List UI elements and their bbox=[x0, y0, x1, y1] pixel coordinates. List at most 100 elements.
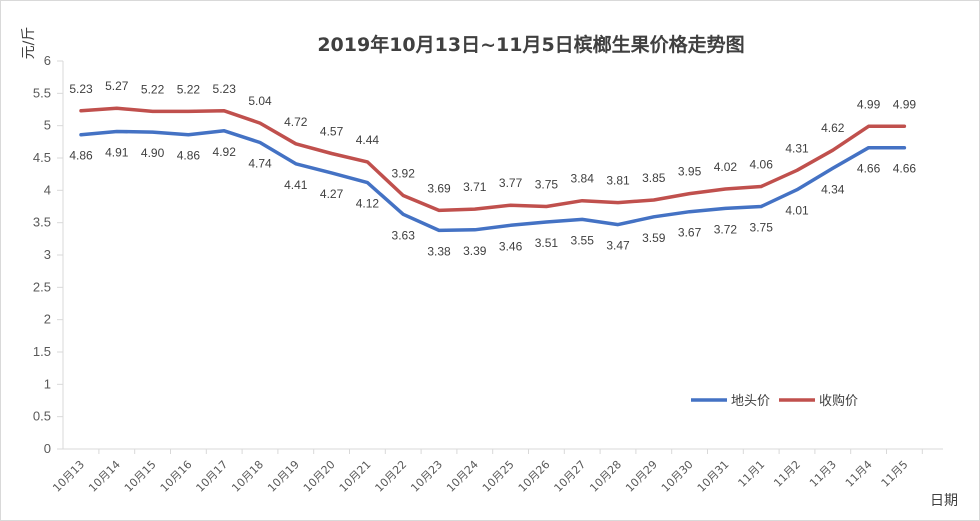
data-point bbox=[473, 228, 477, 232]
data-label: 4.34 bbox=[821, 182, 845, 196]
data-label: 4.02 bbox=[714, 160, 738, 174]
data-point bbox=[795, 188, 799, 192]
x-tick-label: 10月19 bbox=[265, 458, 302, 495]
legend: 地头价 收购价 bbox=[691, 393, 858, 409]
data-point bbox=[401, 212, 405, 216]
data-point bbox=[437, 208, 441, 212]
series-line bbox=[79, 106, 907, 213]
data-label: 3.95 bbox=[678, 165, 702, 179]
data-point bbox=[616, 201, 620, 205]
data-point bbox=[365, 160, 369, 164]
data-point bbox=[831, 148, 835, 152]
data-label: 4.99 bbox=[893, 97, 917, 111]
data-label: 3.85 bbox=[642, 171, 666, 185]
series-layer: 4.86 4.91 4.90 4.86 4.92 4.74 4.41 4.27 4.12 3.63… bbox=[69, 79, 916, 258]
y-tick-label: 5.5 bbox=[33, 85, 51, 100]
data-label: 3.67 bbox=[678, 226, 702, 240]
data-point bbox=[509, 203, 513, 207]
data-label: 3.84 bbox=[571, 172, 595, 186]
y-tick-label: 3.5 bbox=[33, 215, 51, 230]
data-point bbox=[186, 109, 190, 113]
series-line bbox=[79, 129, 907, 233]
x-tick-label: 10月31 bbox=[695, 458, 732, 495]
series-shougou: 5.23 5.27 5.22 5.22 5.23 5.04 4.72 4.57 4.44 3.92… bbox=[69, 79, 917, 213]
data-point bbox=[723, 206, 727, 210]
data-point bbox=[580, 199, 584, 203]
data-label: 3.75 bbox=[535, 178, 559, 192]
data-label: 4.31 bbox=[785, 141, 809, 155]
data-point bbox=[115, 106, 119, 110]
data-point bbox=[330, 151, 334, 155]
y-tick-label: 2 bbox=[44, 312, 51, 327]
data-point bbox=[759, 205, 763, 209]
data-point bbox=[222, 129, 226, 133]
x-tick-label: 10月28 bbox=[587, 458, 624, 495]
x-tick-label: 11月5 bbox=[879, 458, 911, 490]
data-label: 3.92 bbox=[392, 167, 416, 181]
x-tick-label: 10月13 bbox=[50, 458, 87, 495]
data-label: 5.27 bbox=[105, 79, 129, 93]
data-point bbox=[902, 124, 906, 128]
data-label: 4.72 bbox=[284, 115, 308, 129]
data-point bbox=[759, 184, 763, 188]
x-tick-label: 10月16 bbox=[158, 458, 195, 495]
x-tick-label: 10月23 bbox=[408, 458, 445, 495]
legend-label: 地头价 bbox=[731, 394, 770, 409]
data-label: 4.62 bbox=[821, 121, 845, 135]
data-point bbox=[222, 109, 226, 113]
data-label: 4.91 bbox=[105, 145, 129, 159]
data-point bbox=[151, 109, 155, 113]
data-label: 3.59 bbox=[642, 231, 666, 245]
data-point bbox=[723, 187, 727, 191]
y-tick-label: 5 bbox=[44, 118, 51, 133]
data-point bbox=[79, 109, 83, 113]
data-label: 4.44 bbox=[356, 133, 380, 147]
data-point bbox=[115, 129, 119, 133]
data-point bbox=[294, 162, 298, 166]
data-label: 3.63 bbox=[392, 228, 416, 242]
x-tick-label: 10月17 bbox=[194, 458, 231, 495]
y-tick-label: 6 bbox=[44, 53, 51, 68]
data-point bbox=[186, 133, 190, 137]
x-tick-label: 10月14 bbox=[86, 458, 123, 495]
data-point bbox=[294, 142, 298, 146]
y-tick-label: 4 bbox=[44, 182, 51, 197]
y-tick-label: 1.5 bbox=[33, 344, 51, 359]
data-label: 3.75 bbox=[750, 221, 774, 235]
x-tick-label: 10月22 bbox=[373, 458, 410, 495]
data-label: 3.47 bbox=[606, 239, 630, 253]
data-label: 4.06 bbox=[750, 157, 774, 171]
data-label: 5.23 bbox=[69, 82, 93, 96]
legend-label: 收购价 bbox=[819, 393, 858, 409]
data-label: 4.41 bbox=[284, 178, 308, 192]
data-point bbox=[544, 220, 548, 224]
x-tick-label: 10月15 bbox=[122, 458, 159, 495]
data-label: 3.38 bbox=[427, 244, 451, 258]
data-label: 3.77 bbox=[499, 176, 523, 190]
data-label: 3.69 bbox=[427, 181, 451, 195]
series-ditou: 4.86 4.91 4.90 4.86 4.92 4.74 4.41 4.27 4.12 3.63… bbox=[69, 129, 916, 258]
x-tick-label: 11月4 bbox=[843, 458, 875, 490]
legend-item: 收购价 bbox=[779, 393, 858, 409]
y-tick-label: 0 bbox=[44, 441, 51, 456]
data-label: 5.23 bbox=[213, 82, 237, 96]
data-point bbox=[473, 207, 477, 211]
data-point bbox=[652, 215, 656, 219]
data-point bbox=[902, 146, 906, 150]
data-point bbox=[867, 146, 871, 150]
data-point bbox=[330, 171, 334, 175]
axes: 0 0.5 1 1.5 2 2.5 3 3.5 4 4.5 5 5.5 6 10月13 10月14 10月15… bbox=[33, 53, 943, 495]
data-label: 5.04 bbox=[248, 94, 272, 108]
data-point bbox=[151, 130, 155, 134]
data-point bbox=[652, 198, 656, 202]
x-tick-label: 10月24 bbox=[444, 458, 481, 495]
y-axis-title: 元/斤 bbox=[21, 27, 37, 60]
x-tick-label: 10月21 bbox=[337, 458, 374, 495]
data-label: 4.90 bbox=[141, 146, 165, 160]
data-label: 5.22 bbox=[141, 82, 165, 96]
x-tick-label: 11月2 bbox=[771, 458, 803, 490]
y-tick-label: 1 bbox=[44, 376, 51, 391]
data-label: 5.22 bbox=[177, 82, 201, 96]
data-label: 3.46 bbox=[499, 239, 523, 253]
